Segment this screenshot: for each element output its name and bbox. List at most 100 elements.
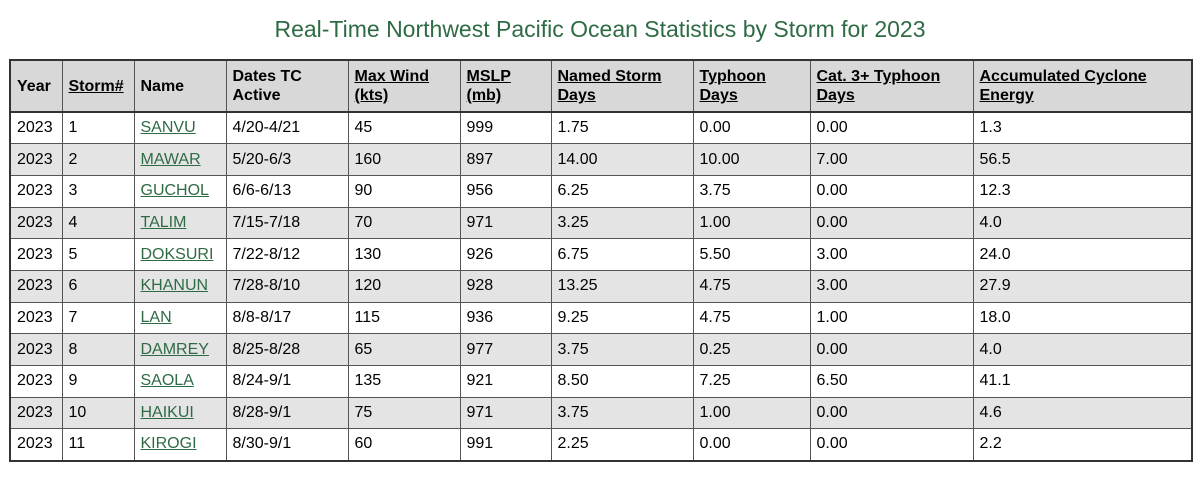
cell-mslp: 977 <box>459 333 552 366</box>
cell-storm-number: 9 <box>61 365 135 398</box>
cell-storm-number: 7 <box>61 301 135 335</box>
cell-mslp: 936 <box>459 301 552 335</box>
cell-ace: 24.0 <box>972 238 1193 271</box>
table-row: 2023 10 HAIKUI 8/28-9/1 75 971 3.75 1.00 0.00 4.6 <box>9 396 1193 430</box>
cell-dates-active: 8/8-8/17 <box>225 301 349 335</box>
cell-name: LAN <box>133 301 227 335</box>
storm-name-link[interactable]: MAWAR <box>140 150 201 168</box>
cell-typhoon-days: 1.00 <box>692 396 811 430</box>
table-body: 2023 1 SANVU 4/20-4/21 45 999 1.75 0.00 0.00 1.3 2… <box>9 111 1193 462</box>
header-mslp[interactable]: MSLP (mb) <box>459 59 552 113</box>
cell-max-wind: 90 <box>347 174 461 208</box>
table-row: 2023 8 DAMREY 8/25-8/28 65 977 3.75 0.25 0.00 4.0 <box>9 333 1193 366</box>
cell-storm-number: 5 <box>61 238 135 271</box>
cell-max-wind: 75 <box>347 396 461 430</box>
header-storm-number[interactable]: Storm# <box>61 59 135 113</box>
storm-name-link[interactable]: GUCHOL <box>140 182 209 200</box>
cell-typhoon-days: 4.75 <box>692 301 811 335</box>
storm-name-link[interactable]: HAIKUI <box>140 404 194 422</box>
cell-typhoon-days: 0.25 <box>692 333 811 366</box>
header-named-storm-days[interactable]: Named Storm Days <box>550 59 694 113</box>
cell-name: KIROGI <box>133 428 227 462</box>
cell-cat3-typhoon-days: 0.00 <box>809 333 974 366</box>
cell-mslp: 921 <box>459 365 552 398</box>
cell-mslp: 897 <box>459 143 552 176</box>
cell-named-storm-days: 14.00 <box>550 143 694 176</box>
cell-cat3-typhoon-days: 0.00 <box>809 396 974 430</box>
cell-year: 2023 <box>9 428 63 462</box>
cell-named-storm-days: 8.50 <box>550 365 694 398</box>
storm-name-link[interactable]: KHANUN <box>140 277 209 295</box>
cell-storm-number: 11 <box>61 428 135 462</box>
cell-dates-active: 7/28-8/10 <box>225 269 349 303</box>
header-dates-active: Dates TC Active <box>225 59 349 113</box>
cell-year: 2023 <box>9 143 63 176</box>
storm-name-link[interactable]: LAN <box>140 308 172 326</box>
cell-name: GUCHOL <box>133 174 227 208</box>
cell-dates-active: 8/28-9/1 <box>225 396 349 430</box>
cell-ace: 56.5 <box>972 143 1193 176</box>
cell-dates-active: 7/15-7/18 <box>225 206 349 240</box>
cell-named-storm-days: 9.25 <box>550 301 694 335</box>
cell-cat3-typhoon-days: 3.00 <box>809 238 974 271</box>
cell-max-wind: 120 <box>347 269 461 303</box>
storm-name-link[interactable]: SAOLA <box>140 372 194 390</box>
cell-typhoon-days: 0.00 <box>692 111 811 145</box>
header-name: Name <box>133 59 227 113</box>
cell-storm-number: 3 <box>61 174 135 208</box>
cell-ace: 4.0 <box>972 206 1193 240</box>
cell-year: 2023 <box>9 301 63 335</box>
cell-dates-active: 8/24-9/1 <box>225 365 349 398</box>
header-cat3-typhoon-days[interactable]: Cat. 3+ Typhoon Days <box>809 59 974 113</box>
cell-max-wind: 45 <box>347 111 461 145</box>
cell-dates-active: 8/30-9/1 <box>225 428 349 462</box>
cell-cat3-typhoon-days: 1.00 <box>809 301 974 335</box>
storm-name-link[interactable]: DAMREY <box>140 340 209 358</box>
storm-stats-table-container: Year Storm# Name Dates TC Active Max Win… <box>9 59 1193 462</box>
table-row: 2023 5 DOKSURI 7/22-8/12 130 926 6.75 5.50 3.00 2… <box>9 238 1193 271</box>
cell-ace: 41.1 <box>972 365 1193 398</box>
cell-year: 2023 <box>9 333 63 366</box>
cell-ace: 4.0 <box>972 333 1193 366</box>
header-typhoon-days[interactable]: Typhoon Days <box>692 59 811 113</box>
cell-typhoon-days: 7.25 <box>692 365 811 398</box>
header-ace[interactable]: Accumulated Cyclone Energy <box>972 59 1193 113</box>
cell-max-wind: 70 <box>347 206 461 240</box>
table-row: 2023 3 GUCHOL 6/6-6/13 90 956 6.25 3.75 0.00 12.3 <box>9 174 1193 208</box>
cell-name: SANVU <box>133 111 227 145</box>
cell-name: DAMREY <box>133 333 227 366</box>
cell-named-storm-days: 1.75 <box>550 111 694 145</box>
cell-year: 2023 <box>9 111 63 145</box>
cell-mslp: 999 <box>459 111 552 145</box>
header-max-wind[interactable]: Max Wind (kts) <box>347 59 461 113</box>
cell-named-storm-days: 13.25 <box>550 269 694 303</box>
storm-name-link[interactable]: DOKSURI <box>140 245 214 263</box>
cell-storm-number: 1 <box>61 111 135 145</box>
table-row: 2023 1 SANVU 4/20-4/21 45 999 1.75 0.00 0.00 1.3 <box>9 111 1193 145</box>
cell-year: 2023 <box>9 206 63 240</box>
cell-typhoon-days: 1.00 <box>692 206 811 240</box>
cell-max-wind: 160 <box>347 143 461 176</box>
storm-name-link[interactable]: TALIM <box>140 213 187 231</box>
cell-year: 2023 <box>9 174 63 208</box>
cell-name: KHANUN <box>133 269 227 303</box>
cell-storm-number: 8 <box>61 333 135 366</box>
storm-stats-table: Year Storm# Name Dates TC Active Max Win… <box>9 59 1193 462</box>
cell-ace: 2.2 <box>972 428 1193 462</box>
cell-typhoon-days: 0.00 <box>692 428 811 462</box>
cell-max-wind: 130 <box>347 238 461 271</box>
cell-storm-number: 10 <box>61 396 135 430</box>
table-row: 2023 9 SAOLA 8/24-9/1 135 921 8.50 7.25 6.50 41.1 <box>9 365 1193 398</box>
cell-typhoon-days: 4.75 <box>692 269 811 303</box>
cell-year: 2023 <box>9 396 63 430</box>
cell-named-storm-days: 3.75 <box>550 333 694 366</box>
cell-storm-number: 6 <box>61 269 135 303</box>
cell-max-wind: 65 <box>347 333 461 366</box>
cell-mslp: 928 <box>459 269 552 303</box>
cell-cat3-typhoon-days: 0.00 <box>809 206 974 240</box>
cell-named-storm-days: 2.25 <box>550 428 694 462</box>
cell-dates-active: 7/22-8/12 <box>225 238 349 271</box>
storm-name-link[interactable]: KIROGI <box>140 435 197 453</box>
table-row: 2023 11 KIROGI 8/30-9/1 60 991 2.25 0.00 0.00 2.2 <box>9 428 1193 462</box>
storm-name-link[interactable]: SANVU <box>140 119 196 137</box>
